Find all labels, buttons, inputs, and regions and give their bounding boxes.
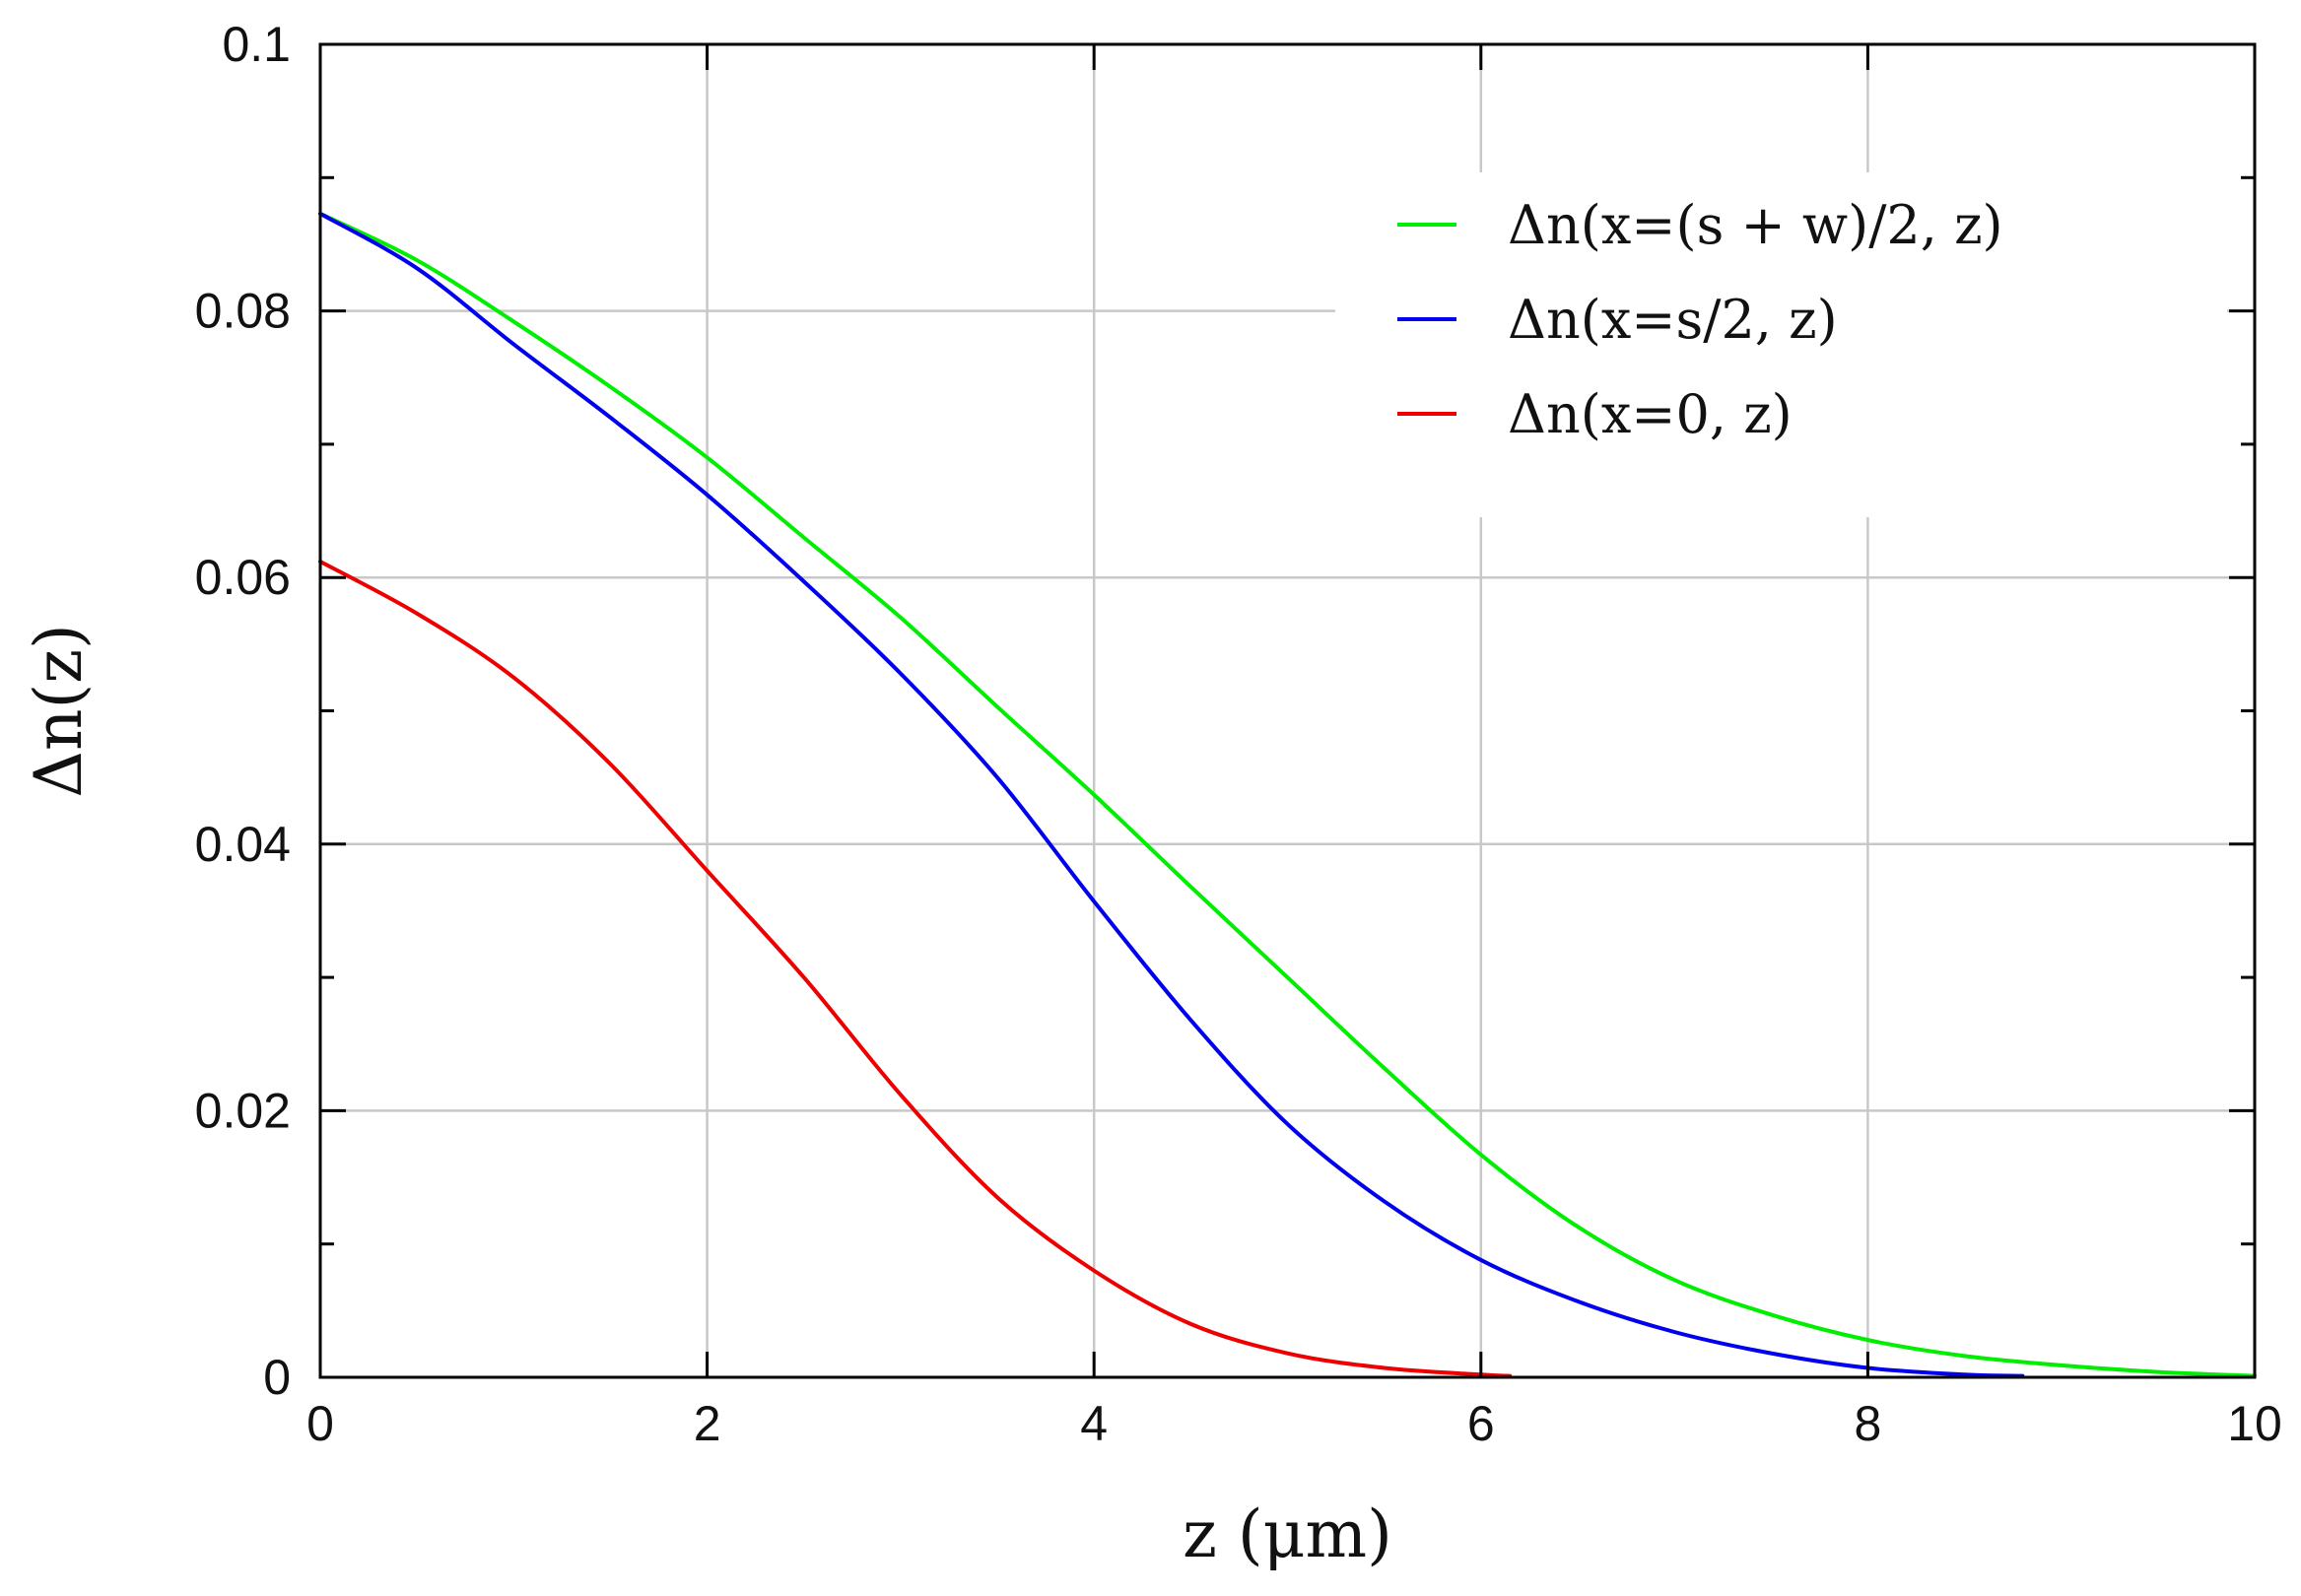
series-line-2 [318, 211, 2025, 1378]
legend: Δn(x=(s + w)/2, z) Δn(x=s/2, z) Δn(x=0, z) [1335, 172, 2227, 517]
x-tick-label: 2 [694, 1396, 721, 1451]
legend-label-3: Δn(x=0, z) [1508, 383, 1793, 445]
x-tick-label: 10 [2227, 1396, 2282, 1451]
y-tick-label: 0.02 [195, 1083, 291, 1138]
y-axis-title: Δn(z) [21, 624, 97, 797]
y-tick-label: 0.06 [195, 550, 291, 605]
y-tick-label: 0.08 [195, 284, 291, 339]
x-tick-label: 6 [1467, 1396, 1495, 1451]
tick-labels: 0 2 4 6 8 10 0 0.02 0.04 0.06 0.08 0.1 [195, 17, 2282, 1451]
series-lines [318, 211, 2257, 1378]
x-tick-label: 0 [306, 1396, 334, 1451]
axis-ticks [318, 42, 2257, 1379]
legend-label-1: Δn(x=(s + w)/2, z) [1508, 194, 2003, 256]
series-line-1 [318, 211, 2257, 1378]
y-tick-label: 0.1 [222, 17, 291, 72]
y-tick-label: 0 [263, 1350, 291, 1405]
x-axis-title: z (μm) [1183, 1496, 1392, 1572]
legend-label-2: Δn(x=s/2, z) [1508, 289, 1838, 351]
x-tick-label: 4 [1080, 1396, 1108, 1451]
x-tick-label: 8 [1854, 1396, 1881, 1451]
legend-box [1335, 172, 2227, 517]
y-tick-label: 0.04 [195, 817, 291, 872]
series-line-3 [318, 559, 1513, 1378]
